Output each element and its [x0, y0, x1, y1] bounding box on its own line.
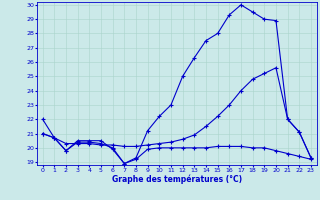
X-axis label: Graphe des températures (°C): Graphe des températures (°C): [112, 174, 242, 184]
